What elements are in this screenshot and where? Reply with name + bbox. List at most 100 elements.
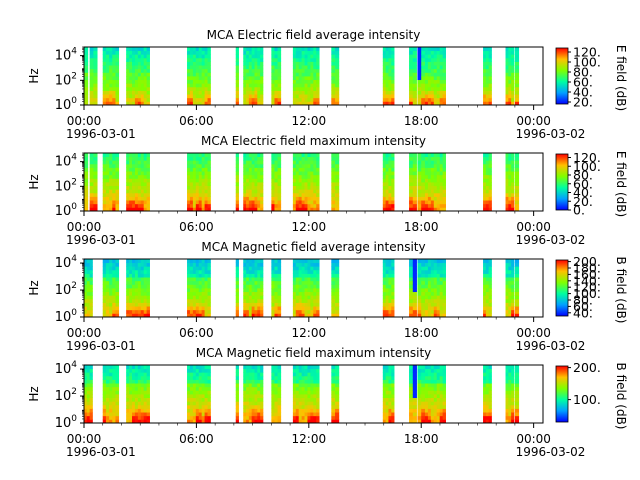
spectrogram-cell xyxy=(198,47,203,52)
spectrogram-cell xyxy=(514,54,520,59)
panel-title: MCA Magnetic field maximum intensity xyxy=(196,346,432,360)
spectrogram-cell xyxy=(112,379,116,384)
spectrogram-cell xyxy=(189,412,194,417)
spectrogram-cell xyxy=(274,86,278,91)
spectrogram-cell xyxy=(109,189,113,194)
spectrogram-cell xyxy=(89,101,94,106)
spectrogram-cell xyxy=(105,171,110,176)
spectrogram-cell xyxy=(417,415,422,420)
spectrogram-cell xyxy=(198,412,203,417)
spectrogram-cell xyxy=(187,368,191,373)
spectrogram-cell xyxy=(511,101,515,106)
spectrogram-cell xyxy=(187,189,191,194)
spectrogram-cell xyxy=(204,309,208,314)
spectrogram-cell xyxy=(316,83,320,88)
spectrogram-cell xyxy=(382,368,387,373)
spectrogram-cell xyxy=(310,295,314,300)
spectrogram-cell xyxy=(251,196,255,201)
spectrogram-cell xyxy=(254,259,258,264)
spectrogram-cell xyxy=(421,182,426,187)
spectrogram-cell xyxy=(201,101,206,106)
spectrogram-cell xyxy=(277,262,282,267)
spectrogram-cell xyxy=(137,54,142,59)
spectrogram-cell xyxy=(260,68,264,73)
spectrogram-cell xyxy=(391,372,395,377)
spectrogram-cell xyxy=(126,196,130,201)
spectrogram-cell xyxy=(251,54,255,59)
spectrogram-cell xyxy=(207,280,211,285)
spectrogram-cell xyxy=(102,419,107,424)
spectrogram-cell xyxy=(391,259,395,264)
spectrogram-cell xyxy=(427,192,432,197)
spectrogram-cell xyxy=(105,383,110,388)
spectrogram-cell xyxy=(301,404,305,409)
spectrogram-cell xyxy=(246,54,250,59)
spectrogram-cell xyxy=(260,397,264,402)
spectrogram-cell xyxy=(207,178,211,183)
spectrogram-cell xyxy=(235,309,239,314)
spectrogram-cell xyxy=(146,72,150,77)
spectrogram-cell xyxy=(189,368,194,373)
spectrogram-cell xyxy=(385,50,389,55)
spectrogram-cell xyxy=(505,174,509,179)
spectrogram-cell xyxy=(260,375,264,380)
spectrogram-cell xyxy=(189,306,194,311)
spectrogram-cell xyxy=(277,306,282,311)
spectrogram-cell xyxy=(388,302,392,307)
spectrogram-cell xyxy=(204,372,208,377)
spectrogram-cell xyxy=(187,306,191,311)
spectrogram-cell xyxy=(246,185,250,190)
spectrogram-cell xyxy=(84,160,89,165)
spectrogram-cell xyxy=(385,375,389,380)
spectrogram-cell xyxy=(115,266,120,271)
spectrogram-cell xyxy=(385,200,389,205)
spectrogram-cell xyxy=(298,404,303,409)
spectrogram-cell xyxy=(409,156,414,161)
spectrogram-cell xyxy=(412,306,417,311)
spectrogram-cell xyxy=(246,57,250,62)
spectrogram-cell xyxy=(195,178,200,183)
spectrogram-cell xyxy=(187,178,191,183)
spectrogram-cell xyxy=(89,86,94,91)
spectrogram-cell xyxy=(102,47,107,52)
spectrogram-cell xyxy=(195,419,200,424)
spectrogram-cell xyxy=(235,277,239,282)
spectrogram-cell xyxy=(277,196,282,201)
spectrogram-cell xyxy=(295,404,300,409)
spectrogram-cell xyxy=(424,412,429,417)
spectrogram-cell xyxy=(424,47,429,52)
spectrogram-cell xyxy=(483,397,487,402)
spectrogram-cell xyxy=(442,94,446,99)
spectrogram-cell xyxy=(442,266,446,271)
spectrogram-cell xyxy=(508,365,512,370)
spectrogram-cell xyxy=(307,280,311,285)
spectrogram-cell xyxy=(421,415,426,420)
spectrogram-cell xyxy=(382,372,387,377)
spectrogram-cell xyxy=(204,273,208,278)
spectrogram-cell xyxy=(93,68,98,73)
x-tick-label: 12:00 xyxy=(292,114,327,128)
spectrogram-cell xyxy=(505,298,509,303)
spectrogram-cell xyxy=(488,192,492,197)
spectrogram-cell xyxy=(140,379,145,384)
spectrogram-cell xyxy=(421,79,426,84)
spectrogram-cell xyxy=(187,386,191,391)
spectrogram-cell xyxy=(436,200,441,205)
spectrogram-cell xyxy=(412,171,417,176)
spectrogram-cell xyxy=(316,280,320,285)
spectrogram-cell xyxy=(433,269,438,274)
spectrogram-cell xyxy=(146,368,150,373)
spectrogram-cell xyxy=(304,379,308,384)
spectrogram-cell xyxy=(313,284,317,289)
spectrogram-cell xyxy=(251,262,255,267)
spectrogram-cell xyxy=(89,419,93,424)
spectrogram-cell xyxy=(271,269,275,274)
spectrogram-cell xyxy=(243,76,247,81)
spectrogram-cell xyxy=(248,90,253,95)
spectrogram-cell xyxy=(189,302,194,307)
spectrogram-cell xyxy=(140,72,145,77)
spectrogram-cell xyxy=(421,207,426,212)
spectrogram-cell xyxy=(439,156,444,161)
spectrogram-cell xyxy=(436,401,441,406)
spectrogram-cell xyxy=(140,167,145,172)
